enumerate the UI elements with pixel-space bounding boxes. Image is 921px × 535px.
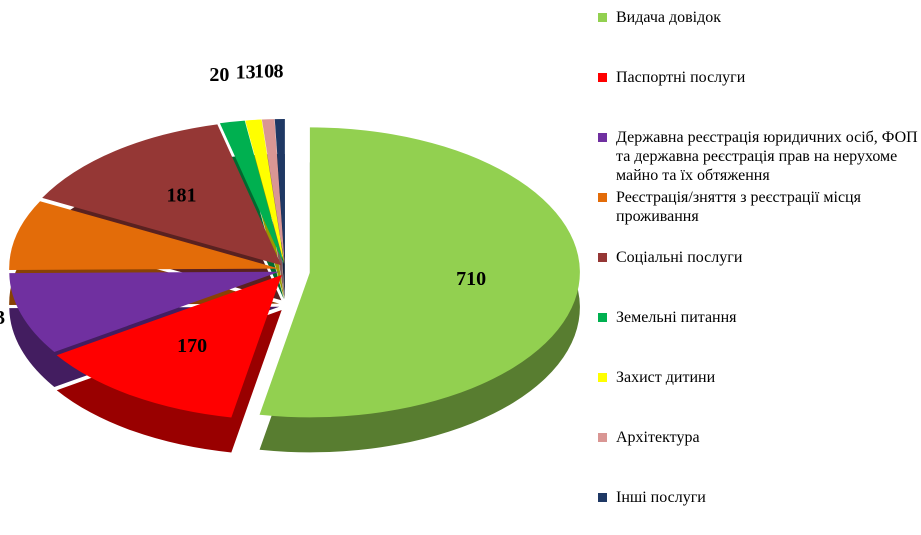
pie-area: 7101701231051812013108 [0, 60, 580, 453]
slice [9, 201, 280, 270]
data-label: 181 [167, 184, 197, 206]
legend-item: Захист дитини [598, 368, 921, 387]
legend-swatch [598, 493, 607, 502]
legend-swatch [598, 433, 607, 442]
legend-swatch [598, 373, 607, 382]
legend-item: Інші послуги [598, 488, 921, 507]
legend-label: Державна реєстрація юридичних осіб, ФОП … [616, 129, 918, 184]
legend-item: Архітектура [598, 428, 921, 447]
legend-label: Паспортні послуги [616, 69, 746, 86]
legend-item: Соціальні послуги [598, 248, 921, 267]
legend-swatch [598, 133, 607, 142]
legend-label: Реєстрація/зняття з реєстрації місця про… [616, 189, 861, 225]
legend-label: Архітектура [616, 429, 700, 446]
legend-item: Реєстрація/зняття з реєстрації місця про… [598, 188, 921, 226]
slice [245, 119, 285, 265]
legend-label: Захист дитини [616, 369, 716, 386]
data-label: 13 [236, 62, 256, 84]
data-label: 10 [254, 61, 274, 83]
legend-item: Паспортні послуги [598, 68, 921, 87]
slice [274, 119, 285, 265]
legend-item: Земельні питання [598, 308, 921, 327]
legend-swatch [598, 253, 607, 262]
slice [261, 119, 285, 265]
legend-label: Соціальні послуги [616, 249, 743, 266]
slice [259, 127, 580, 418]
legend-label: Інші послуги [616, 489, 706, 506]
legend-swatch [598, 313, 607, 322]
legend-item: Видача довідок [598, 8, 921, 27]
data-label: 710 [456, 268, 486, 290]
legend-item: Державна реєстрація юридичних осіб, ФОП … [598, 128, 921, 185]
slice [9, 271, 280, 352]
legend-label: Земельні питання [616, 309, 737, 326]
data-label: 170 [177, 335, 207, 357]
legend-swatch [598, 13, 607, 22]
legend-swatch [598, 73, 607, 82]
slice [42, 124, 282, 266]
slice [56, 274, 282, 418]
slice [219, 120, 284, 265]
data-label: 20 [209, 64, 229, 86]
data-label: 123 [0, 307, 5, 329]
data-label: 8 [274, 60, 284, 82]
legend-swatch [598, 193, 607, 202]
legend-label: Видача довідок [616, 9, 722, 26]
